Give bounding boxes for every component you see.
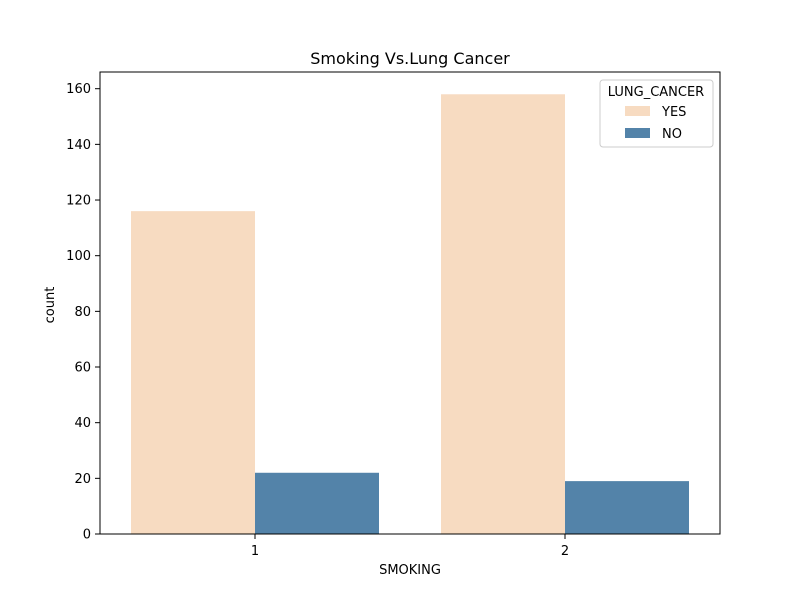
y-tick-label-80: 80 — [74, 305, 91, 320]
y-axis-label: count — [43, 287, 58, 324]
bars-layer — [131, 94, 689, 535]
legend: LUNG_CANCER YES NO — [599, 79, 714, 148]
legend-label-yes: YES — [661, 105, 686, 120]
y-tick-label-40: 40 — [74, 416, 91, 431]
x-tick-label-2: 2 — [561, 544, 569, 559]
y-tick-label-120: 120 — [66, 194, 91, 209]
chart-title: Smoking Vs.Lung Cancer — [310, 49, 510, 68]
y-tick-label-140: 140 — [66, 138, 91, 153]
bar-no-smoking-2 — [565, 481, 689, 534]
bar-yes-smoking-2 — [441, 94, 565, 535]
axes-layer — [99, 71, 721, 535]
legend-swatch-no — [625, 128, 650, 138]
y-tick-label-0: 0 — [83, 528, 91, 543]
plot-frame — [99, 71, 721, 535]
y-tick-label-20: 20 — [74, 472, 91, 487]
legend-label-no: NO — [662, 127, 682, 142]
bar-no-smoking-1 — [255, 472, 379, 534]
y-tick-label-160: 160 — [66, 82, 91, 97]
legend-title: LUNG_CANCER — [608, 85, 704, 100]
bar-yes-smoking-1 — [131, 211, 255, 534]
x-tick-label-1: 1 — [251, 544, 259, 559]
y-tick-label-100: 100 — [66, 249, 91, 264]
x-axis-label: SMOKING — [379, 563, 441, 578]
legend-swatch-yes — [625, 106, 650, 116]
y-tick-label-60: 60 — [74, 361, 91, 376]
